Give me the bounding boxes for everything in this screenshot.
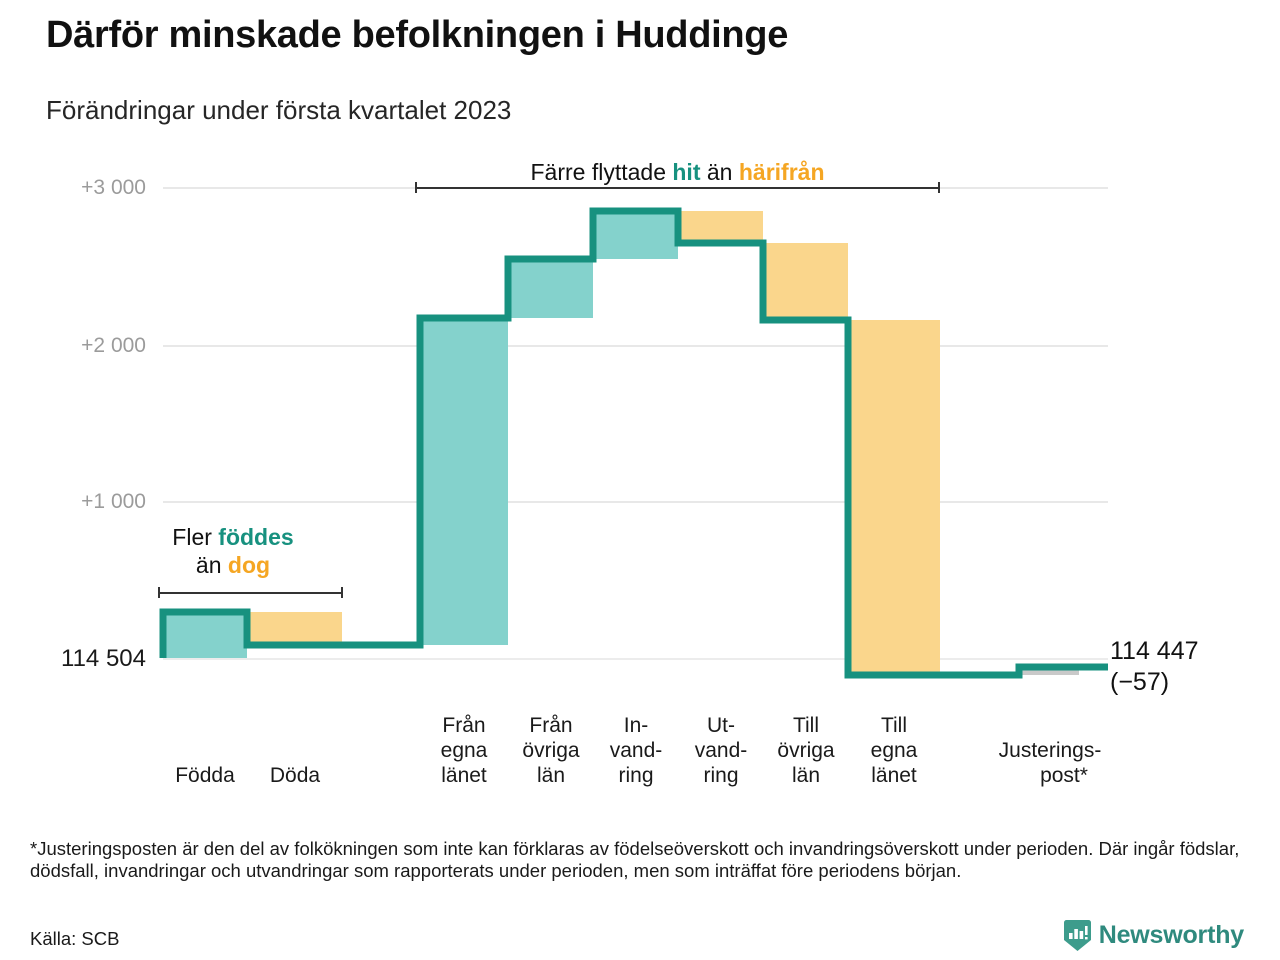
xlabel-invandring: In- vand- ring xyxy=(581,713,691,788)
bar-chart-badge-icon xyxy=(1063,920,1091,951)
xlabel-line: län xyxy=(791,764,821,787)
gridline-1000 xyxy=(163,501,1108,503)
xlabel-doda: Döda xyxy=(240,763,350,788)
xlabel-line: vand- xyxy=(609,739,663,762)
annotation-migration: Färre flyttade hit än härifrån xyxy=(415,158,940,186)
gridline-2000 xyxy=(163,345,1108,347)
annotation-births-bracket xyxy=(158,587,343,598)
page-subtitle: Förändringar under första kvartalet 2023 xyxy=(46,95,512,125)
bar-utvandring[interactable] xyxy=(678,211,763,243)
annotation-migration-bracket xyxy=(415,182,940,193)
annotation-migration-prefix: Färre flyttade xyxy=(530,159,673,185)
bar-fodda[interactable] xyxy=(163,612,247,658)
annotation-births-line2: än dog xyxy=(118,551,348,579)
bar-doda[interactable] xyxy=(247,612,342,645)
bar-till-ovriga-lan[interactable] xyxy=(763,243,848,320)
page-title: Därför minskade befolkningen i Huddinge xyxy=(46,14,789,56)
xlabel-line: Justerings- xyxy=(998,739,1102,762)
xlabel-line: egna xyxy=(440,739,488,762)
xlabel-justeringspost: Justerings- post* xyxy=(965,738,1135,788)
bracket-line xyxy=(415,187,940,189)
axis-end-label: 114 447 xyxy=(1110,637,1199,665)
annotation-migration-highlight-in: hit xyxy=(672,159,701,185)
annotation-deaths-prefix: än xyxy=(195,552,228,578)
xlabel-fran-ovriga-lan: Från övriga län xyxy=(496,713,606,788)
bracket-line xyxy=(158,592,343,594)
ytick-label-1000: +1 000 xyxy=(81,490,146,513)
bar-justeringspost[interactable] xyxy=(1019,667,1079,675)
xlabel-line: Till xyxy=(880,714,908,737)
annotation-migration-mid: än xyxy=(700,159,739,185)
annotation-births-prefix: Fler xyxy=(172,524,219,550)
xlabel-line: länet xyxy=(871,764,917,787)
bar-till-egna-lanet[interactable] xyxy=(848,320,940,675)
bracket-cap-right xyxy=(341,587,343,598)
annotation-deaths-highlight: dog xyxy=(227,552,271,578)
xlabel-line: Födda xyxy=(175,764,235,787)
axis-end-value: 114 447 (−57) xyxy=(1110,636,1199,698)
xlabel-line: ring xyxy=(703,764,739,787)
bar-invandring[interactable] xyxy=(593,211,678,259)
xlabel-line: Från xyxy=(529,714,573,737)
brand-logo: Newsworthy xyxy=(1063,920,1244,951)
axis-start-label: 114 504 xyxy=(61,645,146,672)
xlabel-line: post* xyxy=(1040,764,1088,787)
bar-fran-egna-lanet[interactable] xyxy=(420,318,508,645)
source-text: Källa: SCB xyxy=(30,928,120,949)
xlabel-line: vand- xyxy=(694,739,748,762)
brand-name: Newsworthy xyxy=(1098,921,1244,949)
xlabel-line: övriga xyxy=(522,739,580,762)
baseline-gridline xyxy=(163,658,1108,660)
annotation-births-line1: Fler föddes xyxy=(118,523,348,551)
xlabel-line: Döda xyxy=(269,764,321,787)
annotation-births-highlight: föddes xyxy=(218,524,294,550)
xlabel-line: Ut- xyxy=(707,714,735,737)
xlabel-till-ovriga-lan: Till övriga län xyxy=(751,713,861,788)
xlabel-line: övriga xyxy=(777,739,835,762)
footnote-text: *Justeringsposten är den del av folkökni… xyxy=(30,838,1240,881)
xlabel-utvandring: Ut- vand- ring xyxy=(666,713,776,788)
ytick-label-2000: +2 000 xyxy=(81,334,146,357)
bracket-cap-left xyxy=(415,182,417,193)
bracket-cap-right xyxy=(938,182,940,193)
xlabel-line: In- xyxy=(623,714,649,737)
xlabel-line: län xyxy=(536,764,566,787)
xlabel-fran-egna-lanet: Från egna länet xyxy=(409,713,519,788)
ytick-label-3000: +3 000 xyxy=(81,176,146,199)
bar-fran-ovriga-lan[interactable] xyxy=(508,259,593,318)
xlabel-line: länet xyxy=(441,764,487,787)
xlabel-line: Från xyxy=(442,714,486,737)
xlabel-line: Till xyxy=(792,714,820,737)
xlabel-line: egna xyxy=(870,739,918,762)
bracket-cap-left xyxy=(158,587,160,598)
annotation-migration-highlight-out: härifrån xyxy=(738,159,825,185)
xlabel-fodda: Födda xyxy=(150,763,260,788)
xlabel-till-egna-lanet: Till egna länet xyxy=(839,713,949,788)
annotation-births: Fler föddes än dog xyxy=(118,523,348,579)
xlabel-line: ring xyxy=(618,764,654,787)
axis-end-delta: (−57) xyxy=(1110,668,1170,696)
